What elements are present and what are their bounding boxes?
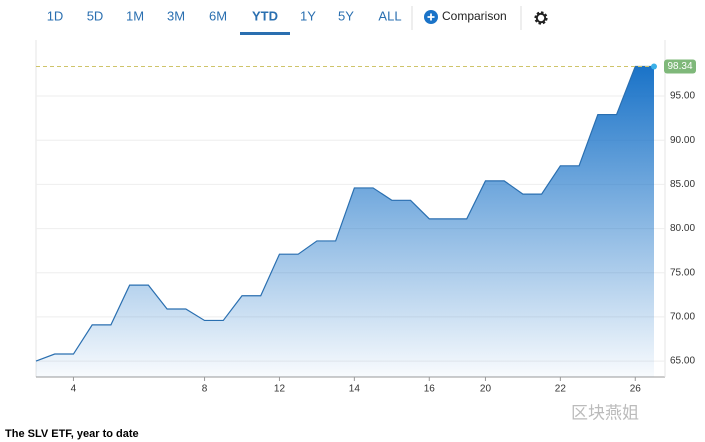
comparison-button[interactable]: Comparison [442,9,507,23]
y-tick-label: 65.00 [670,356,695,367]
tab[interactable]: ALL [378,8,401,23]
tab[interactable]: 5D [87,8,104,23]
x-tick-label: 16 [424,384,436,395]
x-tick-label: 4 [71,384,77,395]
y-tick-label: 70.00 [670,312,695,323]
y-tick-label: 90.00 [670,135,695,146]
active-underline [240,32,290,35]
x-tick-label: 14 [349,384,361,395]
price-line [35,65,654,362]
last-price-badge [664,59,696,74]
x-tick-label: 20 [480,384,492,395]
tab[interactable]: 5Y [338,8,354,23]
watermark: 区块燕姐 [571,403,639,422]
y-tick-label: 85.00 [670,179,695,190]
tab[interactable]: 1M [126,8,144,23]
x-tick-label: 12 [274,384,286,395]
last-price-label: 98.34 [667,61,692,72]
x-tick-label: 22 [555,384,567,395]
area-fill [36,66,654,378]
tab[interactable]: 1Y [300,8,316,23]
caption: The SLV ETF, year to date [5,428,139,440]
y-tick-label: 95.00 [670,91,695,102]
y-tick-label: 80.00 [670,223,695,234]
settings-icon[interactable] [534,11,548,25]
tab[interactable]: 1D [47,8,64,23]
x-tick-label: 8 [202,384,208,395]
tab[interactable]: 3M [167,8,185,23]
plus [427,13,435,21]
x-tick-label: 26 [630,384,642,395]
last-price-dot [651,63,657,70]
tab[interactable]: 6M [209,8,227,23]
y-tick-label: 75.00 [670,267,695,278]
tab[interactable]: YTD [252,8,278,23]
